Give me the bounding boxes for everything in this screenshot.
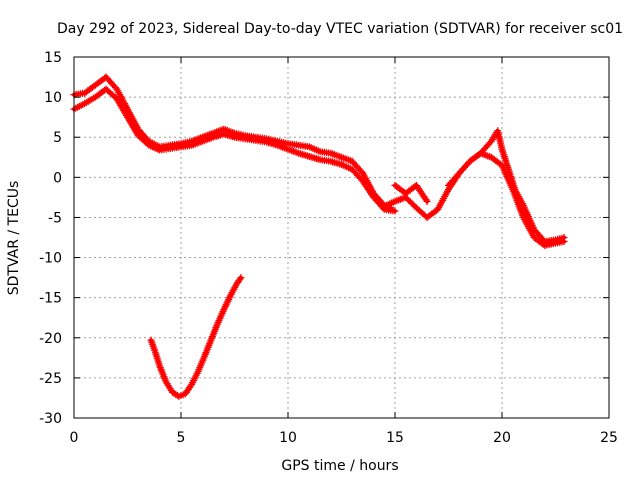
x-tick-label: 15 (386, 430, 404, 446)
x-tick-label: 20 (493, 430, 511, 446)
x-tick-label: 0 (70, 430, 79, 446)
data-series (70, 73, 568, 400)
series-arc-1-upper (70, 73, 395, 212)
plus-markers (70, 73, 395, 212)
series-arc-1-lower (70, 85, 399, 215)
series-arc-2-bump (391, 181, 431, 205)
plus-markers (445, 127, 568, 246)
y-tick-label: 15 (44, 50, 62, 66)
x-tick-label: 5 (177, 430, 186, 446)
y-axis-label: SDTVAR / TECUs (6, 181, 22, 296)
y-tick-label: -10 (39, 251, 62, 267)
y-tick-label: -25 (39, 371, 62, 387)
series-line (446, 128, 567, 244)
plot-area-frame (73, 56, 610, 419)
series-arc-3-spike (445, 127, 568, 246)
y-tick-label: -30 (39, 411, 62, 427)
y-tick-label: -15 (39, 291, 62, 307)
y-tick-label: -5 (48, 210, 62, 226)
x-tick-label: 25 (600, 430, 618, 446)
y-tick-label: 5 (53, 130, 62, 146)
x-axis-label: GPS time / hours (281, 458, 398, 474)
plus-markers (147, 274, 245, 400)
y-tick-label: 10 (44, 90, 62, 106)
chart-title: Day 292 of 2023, Sidereal Day-to-day VTE… (57, 21, 623, 37)
plus-markers (70, 85, 399, 215)
y-tick-label: -20 (39, 331, 62, 347)
axis-ticks: 0 5 10 15 20 25 15 10 5 0 -5 -10 -15 -20 -25 -30 (39, 50, 618, 446)
x-tick-label: 10 (279, 430, 297, 446)
plus-markers (391, 181, 431, 205)
y-tick-label: 0 (53, 170, 62, 186)
gridlines (74, 57, 609, 418)
series-arc-4-vshape (147, 274, 245, 400)
